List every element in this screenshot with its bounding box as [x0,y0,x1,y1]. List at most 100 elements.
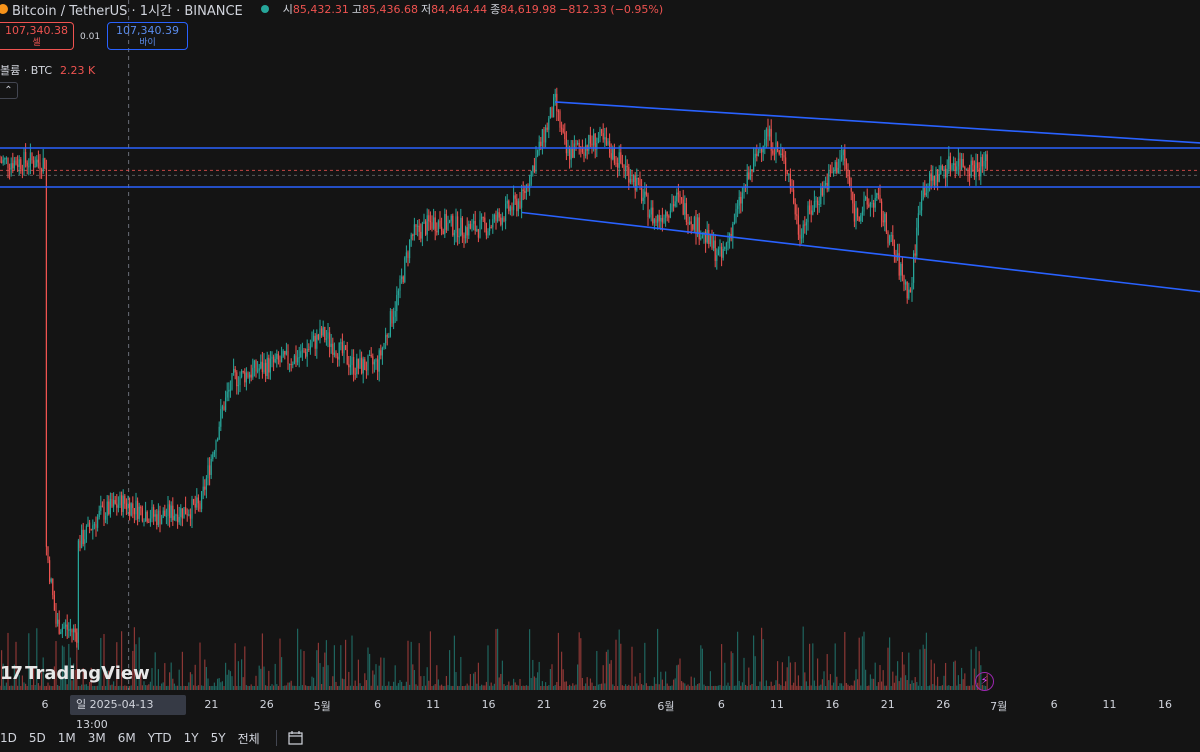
candle-body [161,517,163,525]
volume-bar [357,659,359,690]
time-tick-label: 21 [880,698,895,711]
volume-bar [218,678,220,690]
volume-bar [173,683,175,690]
volume-bar [172,678,174,690]
candle-body [434,217,436,232]
candle-body [873,202,875,208]
volume-bar [1,650,3,690]
range-button-6m[interactable]: 6M [117,731,136,745]
candle-body [108,501,110,515]
volume-bar [777,661,779,690]
candle-body [618,152,620,168]
range-button-전체[interactable]: 전체 [237,731,260,746]
candle-body [125,503,127,510]
sell-price: 107,340.38 [5,24,68,37]
candle-body [33,160,35,168]
candle-body [247,372,249,378]
volume-bar [778,683,780,690]
price-chart[interactable] [0,0,1200,690]
volume-bar [890,685,892,690]
candle-body [442,230,444,235]
candle-body [133,508,135,515]
volume-bar [721,644,723,690]
candle-body [141,508,143,522]
range-toolbar: 1D 5D 1M 3M 6M YTD 1Y 5Y 전체 [0,725,1200,751]
candle-body [829,171,831,173]
candle-body [567,147,569,154]
collapse-legend-button[interactable]: ⌃ [0,82,18,99]
volume-bar [442,685,444,690]
volume-bar [751,683,753,690]
volume-bar [529,629,531,690]
candle-body [362,359,364,374]
candle-body [489,226,491,232]
buy-button[interactable]: 107,340.39 바이 [107,22,188,50]
volume-bar [887,647,889,690]
volume-bar [169,672,171,690]
volume-bar [130,685,132,690]
range-button-1d[interactable]: 1D [0,731,17,745]
volume-bar [191,674,193,690]
candle-body [137,500,139,519]
calendar-range-icon[interactable] [287,730,305,746]
candle-body [7,157,9,169]
candle-body [781,153,783,156]
candle-body [477,229,479,238]
range-button-5y[interactable]: 5Y [210,731,226,745]
candle-body [914,253,916,256]
candle-body [972,160,974,166]
tradingview-logo[interactable]: 17 TradingView [0,663,150,684]
candle-body [209,465,211,475]
candle-body [738,196,740,206]
candle-body [773,153,775,155]
range-button-5d[interactable]: 5D [28,731,46,745]
candle-body [389,311,391,337]
candle-body [660,217,662,222]
candle-body [668,216,670,218]
range-button-1m[interactable]: 1M [57,731,76,745]
candle-body [916,227,918,256]
candle-body [413,224,415,236]
volume-bar [101,685,103,690]
time-axis[interactable]: 16 11 6 7월 26 21 16 11 6 6월 26 21 16 11 6 5월 26 21 6 일 202… [0,693,1200,731]
sell-button[interactable]: 107,340.38 셀 [0,22,74,50]
volume-bar [898,681,900,690]
range-button-ytd[interactable]: YTD [147,731,172,745]
candle-body [394,311,396,317]
candle-body [0,161,1,163]
candle-body [823,184,825,196]
candle-body [748,172,750,179]
lightning-icon[interactable]: ⚡ [975,672,994,691]
channel-bottom-trendline [521,211,1200,293]
volume-bar [844,631,846,690]
volume-bar [629,685,631,690]
candle-body [426,215,428,235]
volume-bar [463,686,465,690]
candle-body [405,252,407,258]
volume-bar [34,684,36,690]
candle-body [311,341,313,347]
volume-bar [897,661,899,690]
candle-body [833,170,835,173]
candle-body [340,342,342,344]
volume-bar [197,685,199,690]
range-button-3m[interactable]: 3M [87,731,106,745]
volume-bar [626,685,628,690]
candle-body [751,169,753,172]
candle-body [333,352,335,355]
candle-body [620,152,622,163]
volume-bar [106,670,108,690]
candle-body [335,352,337,357]
candle-body [967,168,969,174]
volume-bar [397,683,399,690]
candle-body [345,345,347,350]
range-button-1y[interactable]: 1Y [183,731,199,745]
volume-bar [154,652,156,690]
candle-body [300,351,302,358]
volume-bar [961,667,963,690]
chart-area[interactable] [0,0,1200,690]
volume-bar [167,685,169,690]
symbol-title[interactable]: Bitcoin / TetherUS · 1시간 · BINANCE [12,3,243,19]
volume-bar [868,685,870,690]
candle-body [815,200,817,202]
